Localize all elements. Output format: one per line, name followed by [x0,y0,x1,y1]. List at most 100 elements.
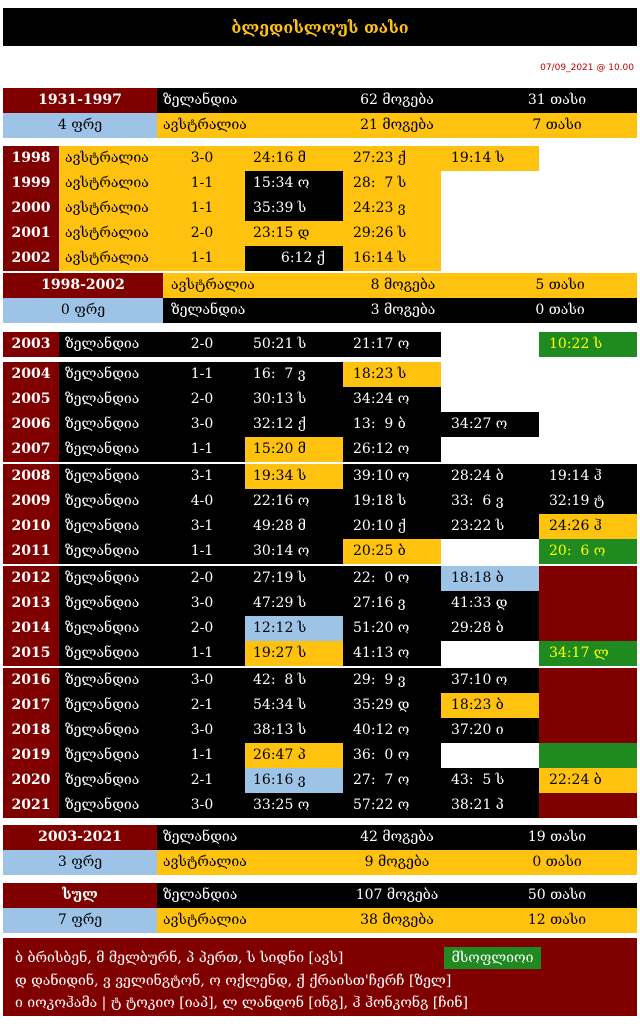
table-row: 2011 ზელანდია 1-1 30:14 ო 20:25 ბ 20: 6 … [3,539,637,564]
match-result: 15:34 ო [245,171,343,196]
winner-cell: ზელანდია [59,793,159,818]
legend-line: ბ ბრისბენ, მ მელბურნ, პ პერთ, ს სიდნი [ა… [15,950,344,966]
series-score: 2-0 [159,387,245,412]
year-cell: 2014 [3,616,59,641]
summary-wins: 62 მოგება [317,88,477,113]
summary-cups: 19 თასი [477,825,637,850]
series-score: 1-1 [159,641,245,666]
summary-wins: 42 მოგება [317,825,477,850]
match-result: 22: 0 ო [343,566,441,591]
legend-line: დ დანიდინ, ვ ველინგტონ, ო ოქლენდ, ქ ქრაი… [15,973,452,989]
year-cell: 2016 [3,668,59,693]
table-row: 2001 ავსტრალია 2-0 23:15 დ 29:26 ს [3,221,637,246]
summary-team: ზელანდია [157,883,317,908]
table-row: 2005 ზელანდია 2-0 30:13 ს 34:24 ო [3,387,637,412]
table-row: 2016 ზელანდია 3-0 42: 8 ს 29: 9 ვ 37:10 … [3,668,637,693]
table-row: 2009 ზელანდია 4-0 22:16 ო 19:18 ს 33: 6 … [3,489,637,514]
series-score: 1-1 [159,539,245,564]
match-result: 35:29 დ [343,693,441,718]
empty-cell [539,591,637,616]
series-score: 3-0 [159,793,245,818]
summary-wins: 8 მოგება [323,273,483,298]
match-result: 35:39 ს [245,196,343,221]
table-row: 2004 ზელანდია 1-1 16: 7 ვ 18:23 ს [3,362,637,387]
table-row: 2018 ზელანდია 3-0 38:13 ს 40:12 ო 37:20 … [3,718,637,743]
match-result: 15:20 მ [245,437,343,462]
winner-cell: ავსტრალია [59,171,159,196]
summary-team: ავსტრალია [157,908,317,933]
table-row: 2003 ზელანდია 2-0 50:21 ს 21:17 ო 10:22 … [3,332,637,357]
summary-team: ზელანდია [157,88,317,113]
year-cell: 2007 [3,437,59,462]
winner-cell: ავსტრალია [59,246,159,271]
year-cell: 2008 [3,464,59,489]
summary-team: ავსტრალია [163,273,323,298]
results-2012-2015: 2012 ზელანდია 2-0 27:19 ს 22: 0 ო 18:18 … [3,566,637,666]
table-row: 2002 ავსტრალია 1-1 6:12 ქ 16:14 ს [3,246,637,271]
match-result: 6:12 ქ [245,246,343,271]
summary-wins: 21 მოგება [317,113,477,138]
match-result: 29: 9 ვ [343,668,441,693]
match-result: 18:23 ს [343,362,441,387]
match-result: 54:34 ს [245,693,343,718]
match-result: 51:20 ო [343,616,441,641]
results-2016-2019: 2016 ზელანდია 3-0 42: 8 ს 29: 9 ვ 37:10 … [3,668,637,768]
empty-cell [539,668,637,693]
winner-cell: ზელანდია [59,437,159,462]
page-title: ბლედისლოუს თასი [3,8,637,46]
summary-cups: 31 თასი [477,88,637,113]
summary-period: 1998-2002 [3,273,163,298]
winner-cell: ზელანდია [59,387,159,412]
winner-cell: ავსტრალია [59,196,159,221]
empty-cell [539,718,637,743]
year-cell: 1998 [3,146,59,171]
year-cell: 2019 [3,743,59,768]
results-2008-2011: 2008 ზელანდია 3-1 19:34 ს 39:10 ო 28:24 … [3,464,637,564]
series-score: 3-0 [159,591,245,616]
summary-cups: 5 თასი [483,273,637,298]
summary-cups: 0 თასი [483,298,637,323]
match-result: 33: 6 ვ [441,489,539,514]
match-result: 23:22 ს [441,514,539,539]
winner-cell: ავსტრალია [59,221,159,246]
series-score: 1-1 [159,362,245,387]
winner-cell: ზელანდია [59,514,159,539]
timestamp: 07/09_2021 @ 10.00 [540,63,634,73]
match-result: 38:13 ს [245,718,343,743]
match-result: 41:13 ო [343,641,441,666]
year-cell: 2002 [3,246,59,271]
match-result: 27: 7 ო [343,768,441,793]
empty-cell [539,616,637,641]
summary-wins: 3 მოგება [323,298,483,323]
match-result: 21:17 ო [343,332,441,357]
series-score: 2-1 [159,693,245,718]
year-cell: 2005 [3,387,59,412]
series-score: 1-1 [159,196,245,221]
series-score: 2-0 [159,332,245,357]
summary-wins: 38 მოგება [317,908,477,933]
table-row: 2010 ზელანდია 3-1 49:28 მ 20:10 ქ 23:22 … [3,514,637,539]
match-result: 34:27 ო [441,412,539,437]
match-result: 34:24 ო [343,387,441,412]
match-result: 13: 9 ბ [343,412,441,437]
year-cell: 2009 [3,489,59,514]
winner-cell: ზელანდია [59,743,159,768]
year-cell: 2021 [3,793,59,818]
series-score: 1-1 [159,437,245,462]
winner-cell: ზელანდია [59,718,159,743]
empty-cell [539,793,637,818]
match-result: 20:10 ქ [343,514,441,539]
match-result: 27:19 ს [245,566,343,591]
match-result: 23:15 დ [245,221,343,246]
year-cell: 2006 [3,412,59,437]
match-result: 50:21 ს [245,332,343,357]
series-score: 3-0 [159,412,245,437]
match-result: 16:16 ვ [245,768,343,793]
winner-cell: ზელანდია [59,464,159,489]
summary-cups: 12 თასი [477,908,637,933]
year-cell: 2020 [3,768,59,793]
table-row: 2012 ზელანდია 2-0 27:19 ს 22: 0 ო 18:18 … [3,566,637,591]
series-score: 2-0 [159,566,245,591]
match-result: 19:34 ს [245,464,343,489]
series-score: 1-1 [159,171,245,196]
